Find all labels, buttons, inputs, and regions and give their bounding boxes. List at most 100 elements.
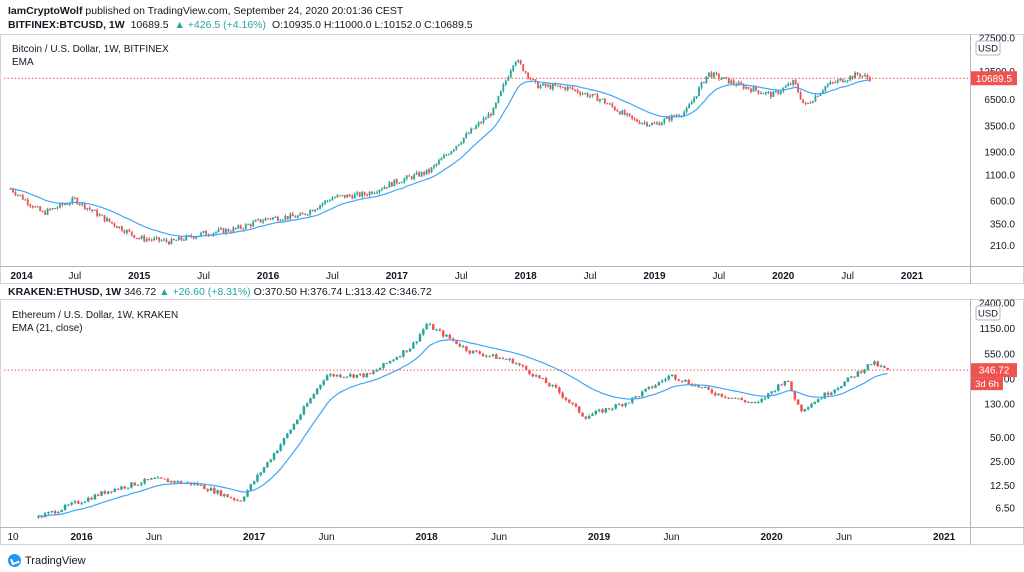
candle[interactable] bbox=[478, 351, 481, 354]
candle[interactable] bbox=[163, 478, 166, 480]
candle[interactable] bbox=[710, 389, 714, 394]
candle[interactable] bbox=[83, 501, 87, 503]
candle[interactable] bbox=[29, 204, 32, 207]
candle[interactable] bbox=[725, 77, 728, 79]
candle[interactable] bbox=[57, 512, 60, 514]
candle[interactable] bbox=[471, 350, 475, 354]
candle[interactable] bbox=[571, 402, 574, 404]
candle[interactable] bbox=[314, 209, 317, 212]
candle[interactable] bbox=[786, 380, 790, 382]
candle[interactable] bbox=[715, 72, 718, 75]
candle[interactable] bbox=[153, 238, 156, 241]
candle[interactable] bbox=[56, 207, 59, 209]
candle[interactable] bbox=[611, 408, 614, 410]
candle[interactable] bbox=[242, 496, 246, 501]
candle[interactable] bbox=[150, 239, 153, 241]
candle[interactable] bbox=[608, 103, 611, 105]
candle[interactable] bbox=[684, 380, 687, 382]
candle[interactable] bbox=[242, 228, 245, 230]
candle[interactable] bbox=[830, 392, 833, 395]
candle[interactable] bbox=[296, 215, 299, 218]
candle[interactable] bbox=[259, 219, 262, 223]
candle[interactable] bbox=[128, 229, 131, 232]
candle[interactable] bbox=[220, 228, 222, 230]
candle[interactable] bbox=[707, 386, 710, 390]
candle[interactable] bbox=[627, 402, 631, 404]
candle[interactable] bbox=[554, 84, 557, 86]
candle[interactable] bbox=[777, 384, 780, 391]
candle[interactable] bbox=[695, 95, 698, 98]
candle[interactable] bbox=[670, 374, 674, 377]
candle[interactable] bbox=[518, 363, 521, 365]
candle[interactable] bbox=[455, 340, 458, 344]
candle[interactable] bbox=[722, 77, 725, 79]
brand-name[interactable]: TradingView bbox=[25, 554, 86, 567]
candle[interactable] bbox=[111, 221, 113, 224]
candle[interactable] bbox=[790, 381, 793, 392]
candle[interactable] bbox=[481, 353, 485, 357]
candle[interactable] bbox=[670, 115, 673, 121]
candle[interactable] bbox=[461, 346, 465, 348]
eth-chart-panel[interactable]: 2400.001150.00550.00270.00130.0050.0025.… bbox=[0, 299, 1024, 545]
candle[interactable] bbox=[644, 388, 647, 392]
currency-box[interactable] bbox=[975, 305, 1001, 321]
candle[interactable] bbox=[667, 376, 671, 380]
candle[interactable] bbox=[554, 384, 558, 388]
candle[interactable] bbox=[767, 92, 770, 94]
candle[interactable] bbox=[143, 236, 146, 242]
candle[interactable] bbox=[73, 197, 76, 199]
candle[interactable] bbox=[333, 197, 336, 199]
candle[interactable] bbox=[750, 88, 752, 92]
candle[interactable] bbox=[325, 375, 329, 381]
candle[interactable] bbox=[604, 408, 608, 413]
candle[interactable] bbox=[597, 409, 601, 411]
candle[interactable] bbox=[388, 360, 392, 363]
candle[interactable] bbox=[106, 491, 110, 494]
currency-box[interactable] bbox=[975, 40, 1001, 56]
author-name[interactable]: IamCryptoWolf bbox=[8, 5, 83, 17]
candle[interactable] bbox=[209, 488, 213, 491]
candle[interactable] bbox=[601, 98, 604, 100]
candle[interactable] bbox=[727, 77, 730, 84]
candle[interactable] bbox=[403, 178, 406, 183]
candle[interactable] bbox=[351, 195, 354, 199]
candle[interactable] bbox=[286, 433, 289, 438]
candle[interactable] bbox=[846, 377, 850, 382]
candle[interactable] bbox=[80, 502, 83, 504]
candle[interactable] bbox=[477, 122, 480, 126]
candle[interactable] bbox=[663, 118, 666, 123]
candle[interactable] bbox=[71, 197, 74, 204]
candle[interactable] bbox=[760, 398, 763, 402]
candle[interactable] bbox=[634, 396, 637, 398]
candle[interactable] bbox=[420, 171, 423, 177]
candle[interactable] bbox=[839, 78, 842, 81]
candle[interactable] bbox=[51, 208, 54, 210]
candle[interactable] bbox=[829, 82, 832, 85]
candle[interactable] bbox=[244, 224, 247, 229]
candle[interactable] bbox=[831, 82, 834, 84]
candle[interactable] bbox=[14, 192, 17, 195]
candle[interactable] bbox=[783, 380, 787, 386]
candle[interactable] bbox=[200, 232, 203, 236]
candle[interactable] bbox=[405, 175, 408, 179]
candle[interactable] bbox=[54, 208, 56, 210]
candle[interactable] bbox=[753, 402, 757, 404]
candle[interactable] bbox=[654, 385, 657, 388]
candle[interactable] bbox=[362, 373, 365, 378]
candle[interactable] bbox=[522, 64, 525, 72]
candle[interactable] bbox=[732, 80, 735, 84]
candle[interactable] bbox=[156, 477, 160, 479]
candle[interactable] bbox=[792, 80, 795, 85]
eth-indicator-label[interactable]: EMA (21, close) bbox=[12, 323, 83, 334]
candle[interactable] bbox=[428, 324, 432, 326]
candle[interactable] bbox=[348, 194, 351, 196]
candle[interactable] bbox=[262, 220, 265, 223]
candle[interactable] bbox=[641, 391, 644, 397]
candle[interactable] bbox=[358, 192, 361, 197]
candle[interactable] bbox=[772, 91, 775, 97]
candle[interactable] bbox=[856, 371, 860, 377]
candle[interactable] bbox=[136, 484, 140, 486]
candle[interactable] bbox=[93, 494, 97, 500]
candle[interactable] bbox=[113, 223, 116, 227]
candle[interactable] bbox=[677, 379, 680, 381]
